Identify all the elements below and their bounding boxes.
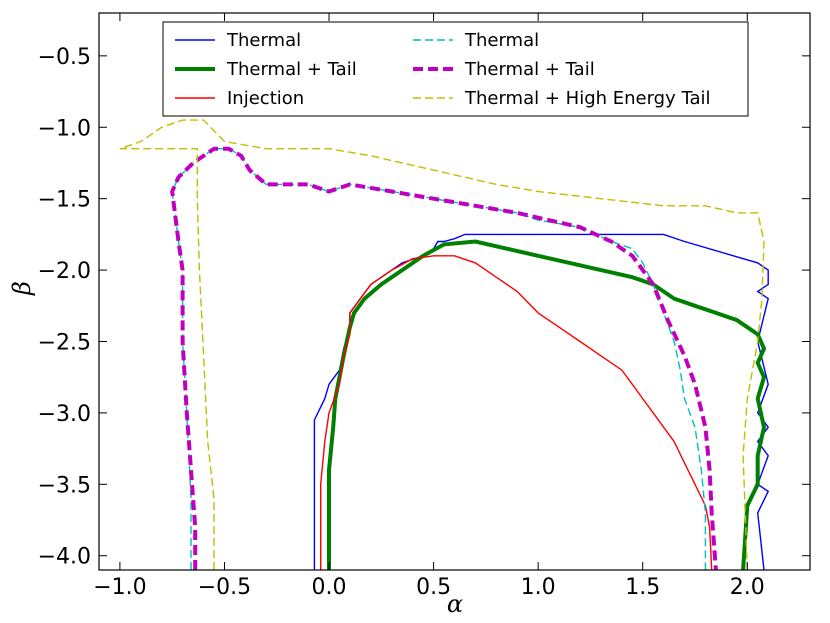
- legend-label-2: Injection: [227, 88, 304, 109]
- legend-label-0: Thermal: [226, 30, 301, 51]
- y-tick-label: −1.0: [38, 116, 91, 141]
- x-tick-label: 1.0: [521, 575, 556, 600]
- x-tick-label: 0.5: [416, 575, 451, 600]
- plot-frame: [98, 12, 811, 571]
- y-tick-label: −2.5: [38, 330, 91, 355]
- y-tick-label: −4.0: [38, 545, 91, 570]
- x-tick-label: 0.0: [312, 575, 347, 600]
- series-line-1: [327, 239, 767, 570]
- x-axis-label: α: [447, 590, 463, 618]
- legend-box: [162, 21, 749, 117]
- y-tick-label: −0.5: [38, 45, 91, 70]
- y-tick-label: −3.0: [38, 402, 91, 427]
- x-tick-label: 1.5: [625, 575, 660, 600]
- y-axis-label: β: [8, 281, 36, 296]
- legend-label-1: Thermal + Tail: [226, 59, 357, 80]
- series-line-5: [119, 119, 765, 570]
- legend-label-4: Thermal + Tail: [464, 59, 595, 80]
- legend-label-3: Thermal: [464, 30, 539, 51]
- y-tick-label: −3.5: [38, 473, 91, 498]
- x-tick-label: −0.5: [198, 575, 251, 600]
- legend: Thermal Thermal + Tail Injection Thermal The…: [162, 21, 749, 117]
- series-line-4: [170, 146, 718, 570]
- y-tick-label: −2.0: [38, 259, 91, 284]
- x-tick-label: 2.0: [730, 575, 765, 600]
- x-tick-label: −1.0: [93, 575, 146, 600]
- series-line-2: [320, 255, 713, 570]
- y-tick-label: −1.5: [38, 188, 91, 213]
- legend-label-5: Thermal + High Energy Tail: [464, 88, 711, 109]
